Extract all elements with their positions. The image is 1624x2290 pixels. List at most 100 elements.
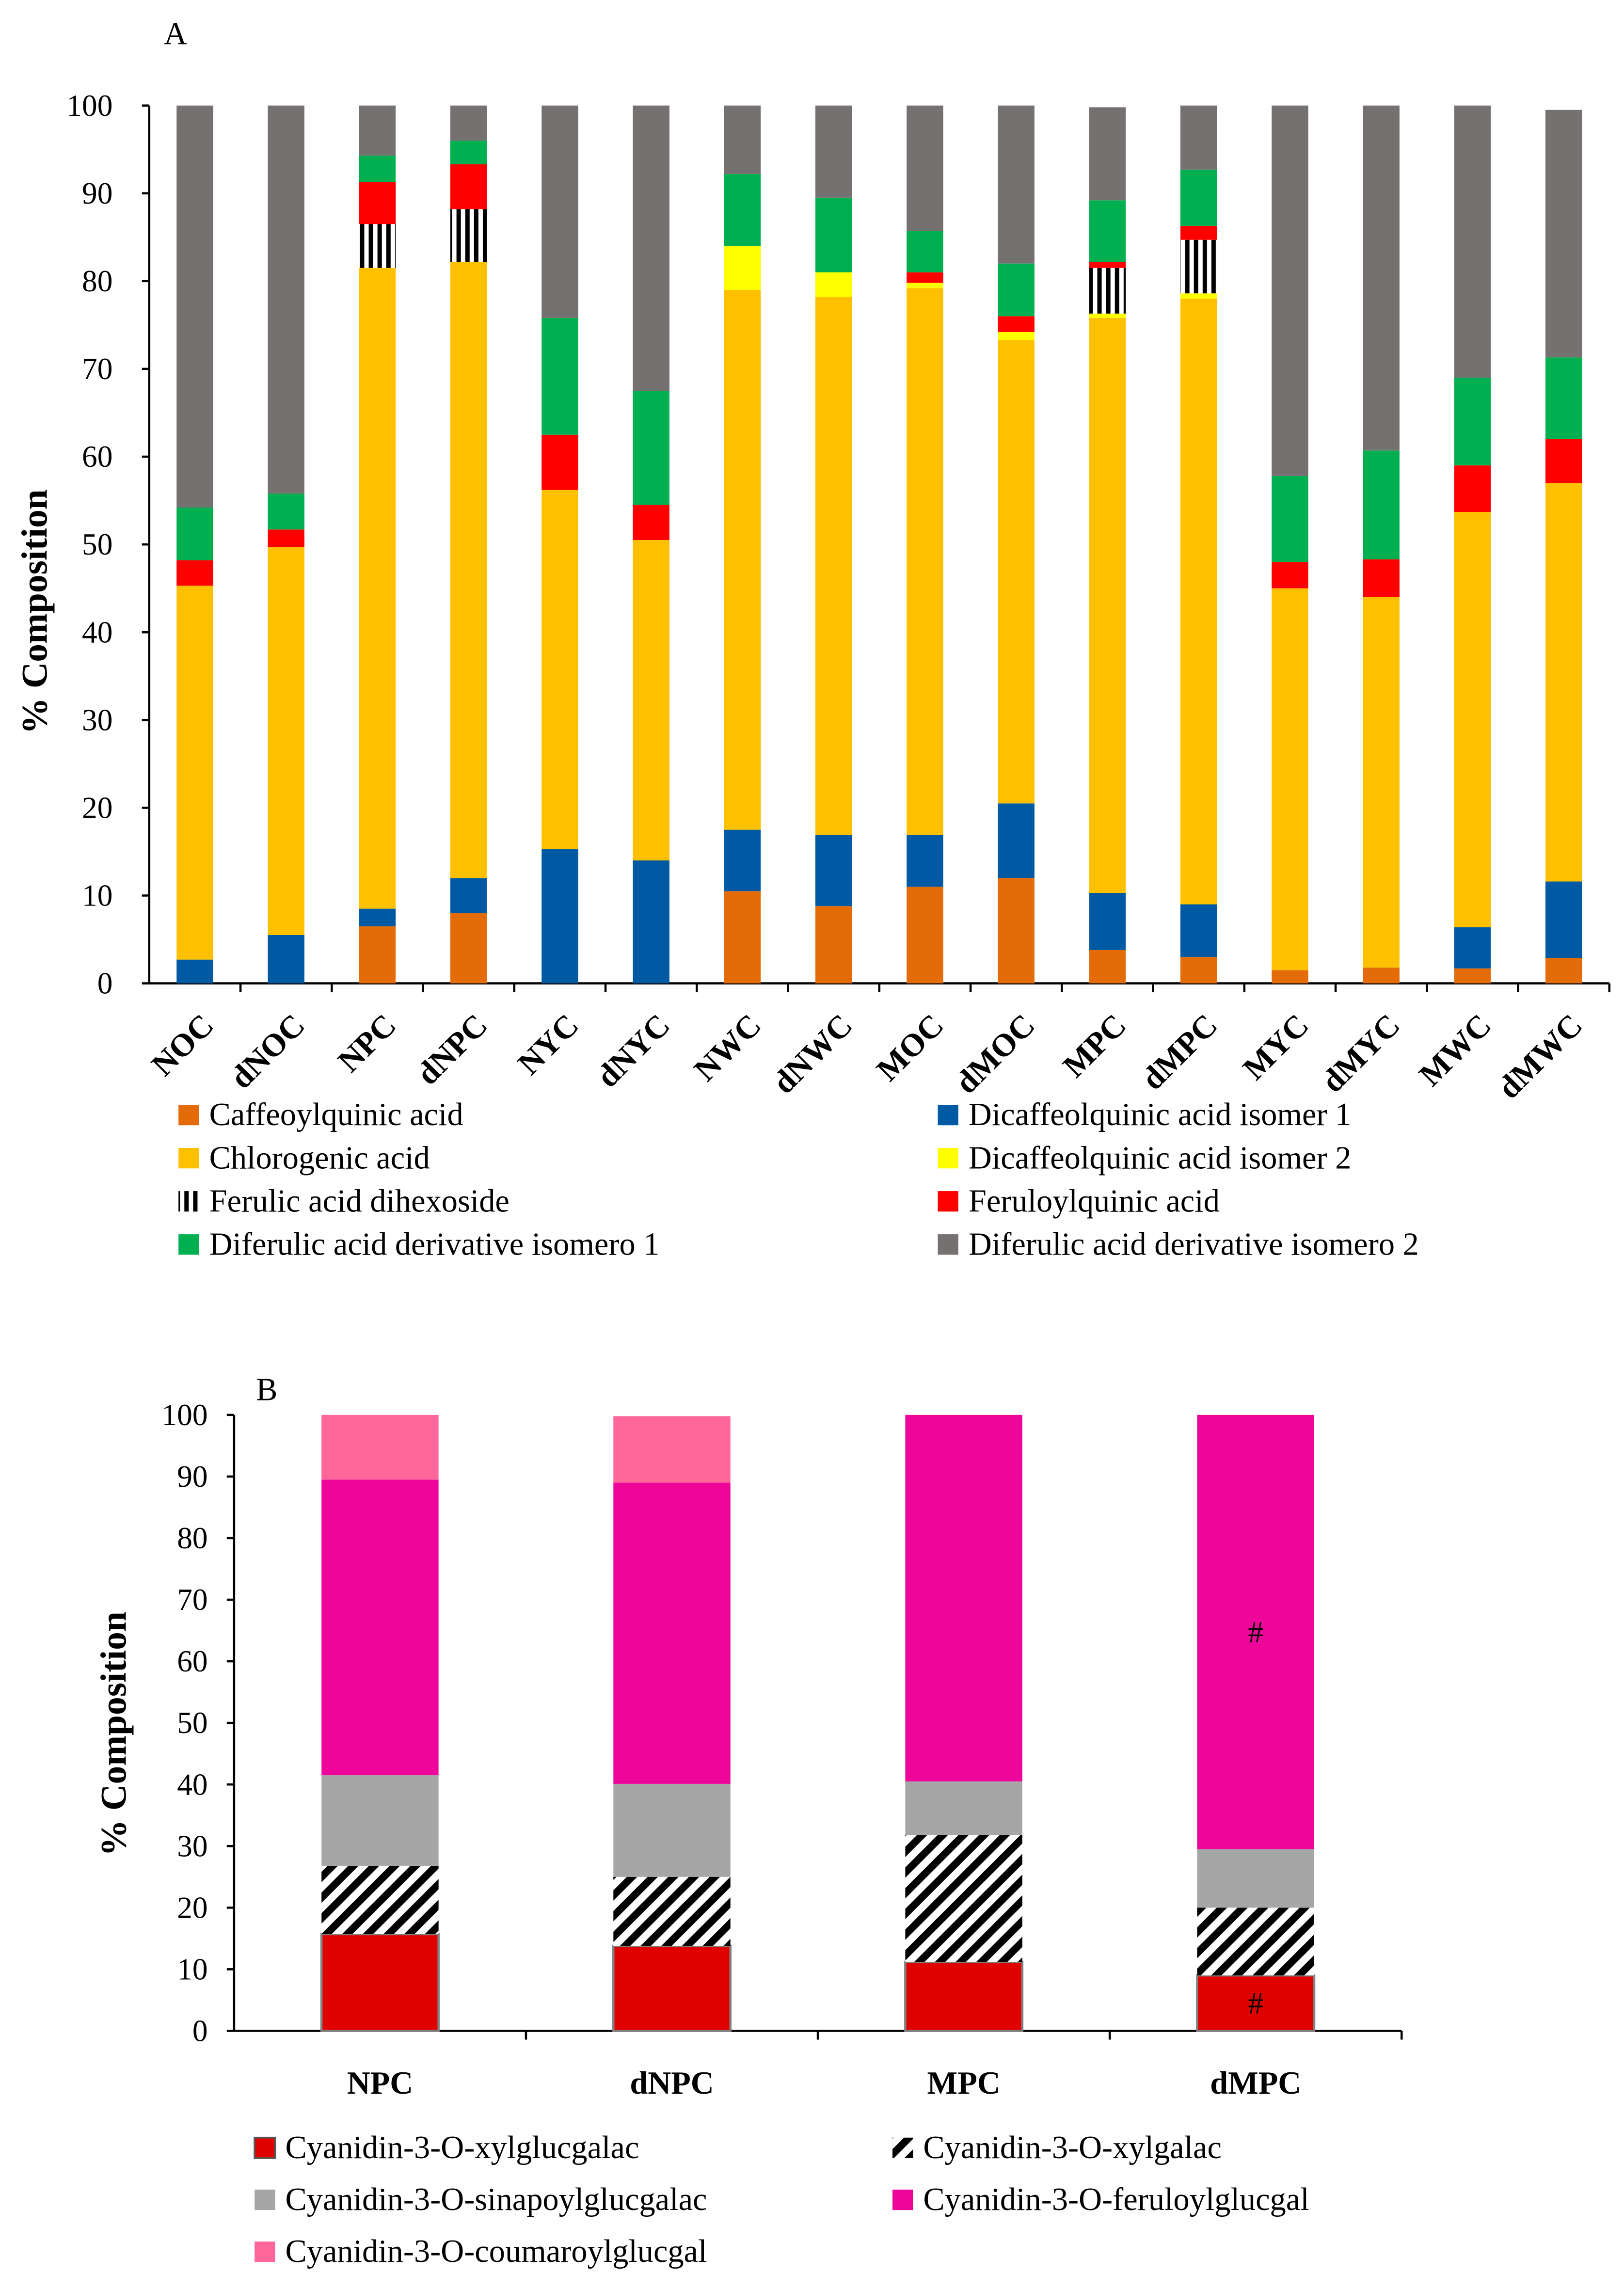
annotation-mark: #: [1248, 1986, 1263, 2020]
bar-noc-diferulic-acid-derivative-isomero-1: [176, 508, 213, 560]
legend-swatch-dicaffeolquinic-acid-isomer-1: [938, 1105, 958, 1126]
legend-label: Cyanidin-3-O-xylglucgalac: [286, 2130, 639, 2165]
y-axis-label-b: % Composition: [94, 1611, 134, 1856]
bar-dmpc-chlorogenic-acid: [1180, 299, 1217, 905]
bar-npc-cyanidin-3-o-feruloylglucgal: [321, 1479, 439, 1776]
bar-dnpc-cyanidin-3-o-xylgalac: [613, 1877, 731, 1946]
bar-mwc-diferulic-acid-derivative-isomero-1: [1454, 378, 1491, 466]
bar-mpc-cyanidin-3-o-xylgalac: [905, 1835, 1022, 1962]
bar-dnyc-diferulic-acid-derivative-isomero-1: [633, 391, 669, 505]
legend-swatch-cyanidin-3-o-sinapoylglucgalac: [255, 2189, 275, 2210]
x-tick-label: MPC: [927, 2066, 1001, 2101]
bar-dmpc-diferulic-acid-derivative-isomero-1: [1180, 169, 1217, 226]
bar-dmpc-cyanidin-3-o-sinapoylglucgalac: [1197, 1849, 1314, 1908]
bar-nwc-dicaffeolquinic-acid-isomer-1: [724, 829, 761, 891]
bar-mwc-chlorogenic-acid: [1454, 512, 1491, 927]
bar-dnpc-chlorogenic-acid: [450, 262, 487, 878]
legend-swatch-chlorogenic-acid: [178, 1148, 199, 1169]
x-tick-label: NPC: [331, 1007, 403, 1079]
bar-npc-cyanidin-3-o-xylglucgalac: [320, 1933, 440, 2032]
bar-dmpc-diferulic-acid-derivative-isomero-2: [1180, 105, 1217, 170]
y-tick-label: 0: [192, 2014, 208, 2048]
x-tick-label: MPC: [1056, 1007, 1133, 1084]
bar-noc-feruloylquinic-acid: [176, 560, 213, 586]
legend-label: Dicaffeolquinic acid isomer 1: [969, 1097, 1351, 1132]
legend-label: Diferulic acid derivative isomero 2: [969, 1226, 1419, 1262]
bar-mpc-chlorogenic-acid: [1089, 318, 1126, 893]
y-tick-label: 70: [82, 352, 112, 386]
bar-mwc-feruloylquinic-acid: [1454, 465, 1491, 512]
bar-dmpc-cyanidin-3-o-feruloylglucgal: [1197, 1415, 1314, 1849]
bar-myc-chlorogenic-acid: [1272, 588, 1308, 970]
bar-dnoc-diferulic-acid-derivative-isomero-1: [268, 493, 304, 530]
x-tick-label: dMWC: [1491, 1007, 1590, 1106]
y-tick-label: 90: [177, 1460, 207, 1494]
x-tick-label: dNWC: [766, 1007, 859, 1100]
bar-dmyc-diferulic-acid-derivative-isomero-2: [1363, 105, 1400, 451]
y-tick-label: 30: [177, 1829, 207, 1863]
bar-dnwc-caffeoylquinic-acid: [815, 906, 852, 984]
bar-mpc-caffeoylquinic-acid: [1089, 950, 1126, 984]
y-tick-label: 10: [177, 1952, 207, 1986]
bar-dmpc-caffeoylquinic-acid: [1180, 957, 1217, 984]
y-tick-label: 100: [162, 1398, 208, 1432]
bar-npc-cyanidin-3-o-coumaroylglucgal: [321, 1415, 439, 1480]
legend-swatch-cyanidin-3-o-coumaroylglucgal: [255, 2242, 275, 2262]
x-tick-label: dNPC: [410, 1007, 494, 1092]
bar-nwc-caffeoylquinic-acid: [724, 891, 761, 984]
bar-mpc-dicaffeolquinic-acid-isomer-1: [1089, 892, 1126, 950]
y-axis-label-a: % Composition: [15, 489, 55, 734]
legend-label: Cyanidin-3-O-coumaroylglucgal: [286, 2234, 707, 2269]
chart-b: 0 10 20 30 40 50 60 70 80 90 100 NPC dNPC MPC # # dMPC: [162, 1398, 1403, 2101]
bar-dnpc-ferulic-acid-dihexoside: [450, 209, 487, 262]
bar-dnpc-cyanidin-3-o-sinapoylglucgalac: [613, 1783, 731, 1877]
y-tick-label: 60: [177, 1644, 207, 1678]
y-tick-label: 20: [82, 791, 112, 825]
bar-dnwc-diferulic-acid-derivative-isomero-2: [815, 105, 852, 198]
legend-swatch-cyanidin-3-o-feruloylglucgal: [892, 2189, 913, 2210]
bar-npc-caffeoylquinic-acid: [359, 926, 396, 984]
bar-dmwc-dicaffeolquinic-acid-isomer-1: [1545, 881, 1582, 958]
x-tick-label: dMPC: [1135, 1007, 1225, 1097]
legend-swatch-feruloylquinic-acid: [938, 1191, 958, 1212]
bar-dmoc-chlorogenic-acid: [998, 340, 1035, 804]
bar-dnpc-dicaffeolquinic-acid-isomer-1: [450, 878, 487, 913]
bar-nyc-feruloylquinic-acid: [541, 434, 578, 490]
bar-nwc-dicaffeolquinic-acid-isomer-2: [724, 246, 761, 290]
bar-myc-diferulic-acid-derivative-isomero-2: [1272, 105, 1308, 476]
legend-label: Cyanidin-3-O-feruloylglucgal: [923, 2182, 1309, 2217]
y-tick-label: 10: [82, 879, 112, 913]
bar-dnoc-chlorogenic-acid: [268, 547, 304, 935]
bar-npc-cyanidin-3-o-xylgalac: [321, 1865, 439, 1934]
bar-nyc-diferulic-acid-derivative-isomero-2: [541, 105, 578, 318]
x-tick-label: MYC: [1236, 1007, 1316, 1087]
bar-dmoc-dicaffeolquinic-acid-isomer-1: [998, 803, 1035, 878]
bar-noc-dicaffeolquinic-acid-isomer-1: [176, 959, 213, 984]
x-tick-label: NPC: [347, 2066, 413, 2101]
bar-moc-dicaffeolquinic-acid-isomer-1: [907, 835, 943, 887]
legend-label: Caffeoylquinic acid: [209, 1097, 463, 1132]
bar-dnoc-feruloylquinic-acid: [268, 529, 304, 547]
bar-moc-feruloylquinic-acid: [907, 272, 943, 283]
y-tick-label: 20: [177, 1891, 207, 1924]
bar-moc-diferulic-acid-derivative-isomero-1: [907, 231, 943, 272]
x-tick-label: dNOC: [223, 1007, 312, 1096]
legend-swatch-diferulic-acid-derivative-isomero-2: [938, 1234, 958, 1255]
bar-dnyc-dicaffeolquinic-acid-isomer-1: [633, 860, 669, 984]
legend-b: Cyanidin-3-O-xylglucgalac Cyanidin-3-O-xy…: [254, 2130, 1309, 2269]
bar-noc-chlorogenic-acid: [176, 586, 213, 960]
bar-moc-caffeoylquinic-acid: [907, 887, 943, 984]
bar-dmpc-cyanidin-3-o-xylglucgalac: [1196, 1974, 1316, 2032]
bar-myc-diferulic-acid-derivative-isomero-1: [1272, 476, 1308, 562]
bar-moc-chlorogenic-acid: [907, 288, 943, 835]
bar-dmpc-cyanidin-3-o-xylgalac: [1197, 1908, 1314, 1976]
bar-mpc-diferulic-acid-derivative-isomero-2: [1089, 107, 1126, 201]
y-tick-label: 80: [177, 1521, 207, 1555]
bar-dmwc-diferulic-acid-derivative-isomero-1: [1545, 357, 1582, 439]
x-tick-label: NYC: [511, 1007, 586, 1081]
y-tick-label: 0: [97, 967, 113, 1001]
bar-dnpc-cyanidin-3-o-coumaroylglucgal: [613, 1416, 731, 1483]
bar-dnpc-cyanidin-3-o-feruloylglucgal: [613, 1482, 731, 1784]
bar-dnyc-chlorogenic-acid: [633, 540, 669, 860]
